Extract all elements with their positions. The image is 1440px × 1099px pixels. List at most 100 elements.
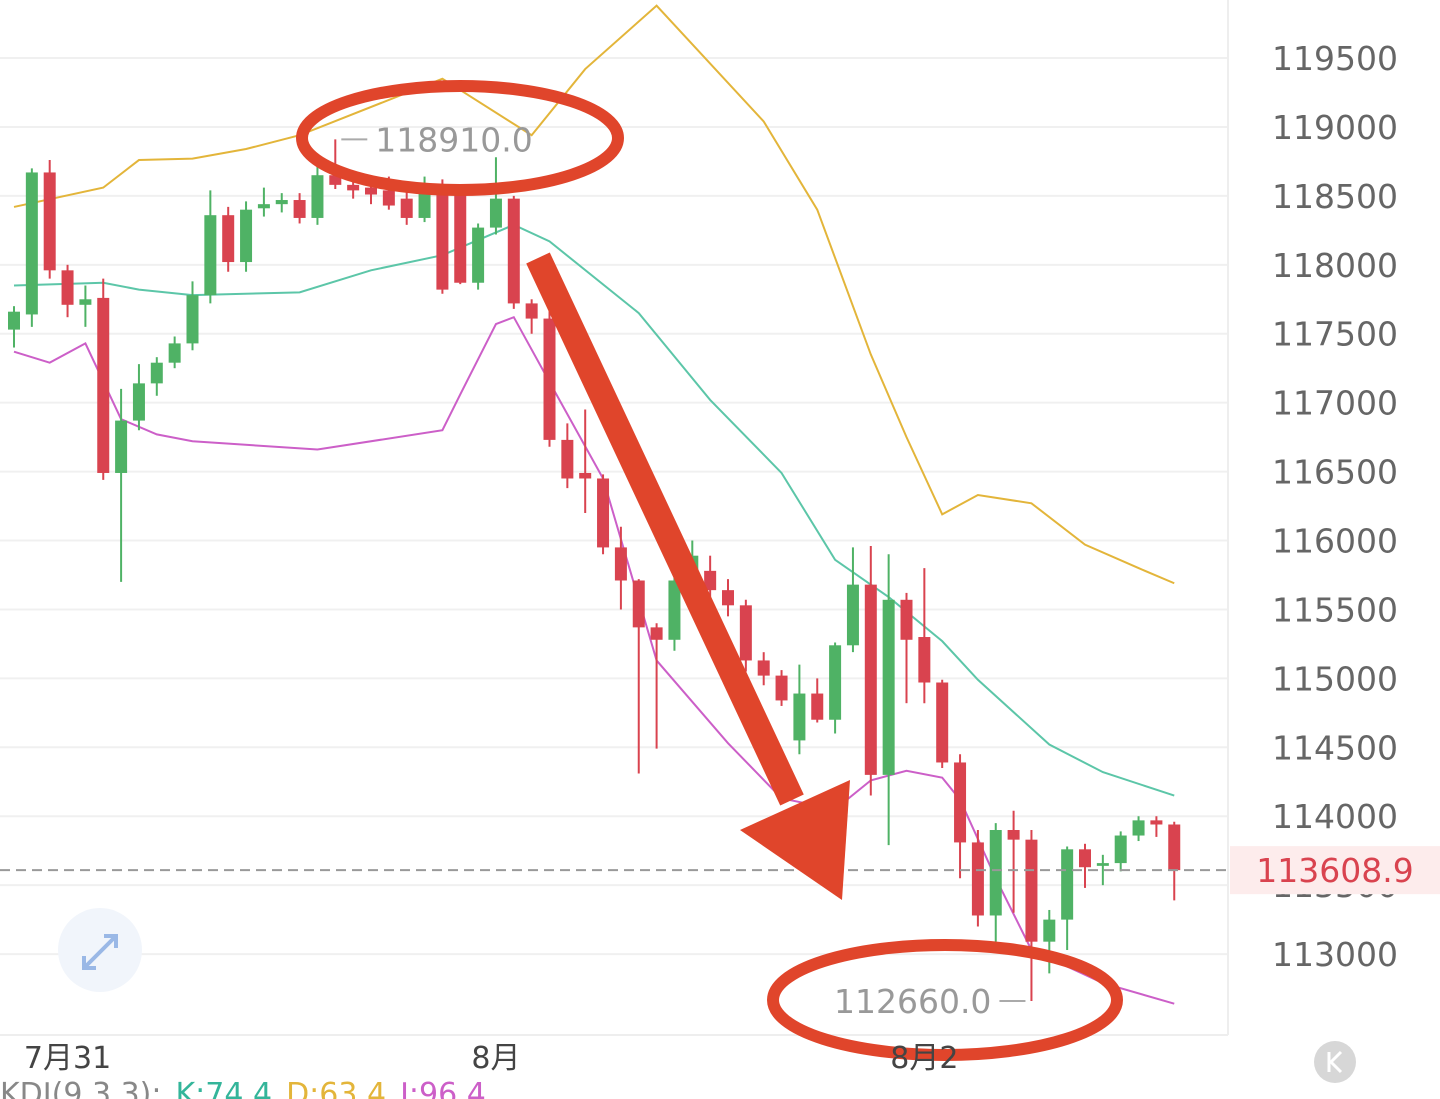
candle-body <box>97 297 110 473</box>
candle-body <box>507 198 520 304</box>
candle-body <box>561 439 574 479</box>
y-tick-label: 118500 <box>1272 177 1398 216</box>
indicator-value: K:74.4 <box>175 1077 272 1099</box>
candle-body <box>454 194 467 283</box>
expand-button[interactable] <box>58 908 142 992</box>
x-tick-label: 8月 <box>471 1041 520 1076</box>
y-tick-label: 115000 <box>1272 659 1398 698</box>
candle-body <box>329 175 342 185</box>
arrow-head <box>740 780 850 900</box>
y-tick-label: 117000 <box>1272 384 1398 423</box>
candle-body <box>900 599 913 640</box>
candle-body <box>1079 849 1091 868</box>
candle-body <box>365 187 377 195</box>
last-price-label: 113608.9 <box>1256 851 1413 890</box>
candle-body <box>43 172 56 271</box>
candle-body <box>436 190 449 290</box>
candle-body <box>632 580 645 628</box>
low-circle <box>767 939 1123 1061</box>
candle-body <box>704 570 717 591</box>
candle-body <box>115 420 128 473</box>
candle-body <box>971 842 984 916</box>
indicator-name: KDJ(9,3,3): <box>0 1077 161 1099</box>
kline-icon[interactable] <box>1327 1050 1343 1074</box>
kline-bg[interactable] <box>1314 1041 1356 1083</box>
candle-body <box>204 215 217 296</box>
last-price-box <box>1230 846 1440 895</box>
candle-body <box>597 478 610 548</box>
y-tick-label: 118000 <box>1272 246 1398 285</box>
candle-body <box>240 209 253 263</box>
candle-body <box>525 303 538 319</box>
candle-body <box>382 190 395 206</box>
candle-body <box>846 584 859 646</box>
candle-body <box>257 204 270 209</box>
candle-body <box>954 762 967 843</box>
y-tick-label: 114000 <box>1272 797 1398 836</box>
indicator-value: J:96.4 <box>398 1077 486 1099</box>
candle-body <box>275 200 288 205</box>
indicator-value: D:63.4 <box>286 1077 386 1099</box>
band-line <box>13 4 1175 585</box>
candle-body <box>614 547 627 581</box>
x-tick-label: 8月2 <box>890 1041 958 1076</box>
candle-body <box>311 175 324 218</box>
candle-body <box>722 590 734 606</box>
candle-body <box>1150 820 1163 825</box>
y-tick-label: 113000 <box>1272 935 1398 974</box>
candle-body <box>168 343 181 363</box>
grid <box>0 57 1228 956</box>
candle-body <box>1025 839 1038 942</box>
candle-body <box>472 227 485 283</box>
expand-icon[interactable] <box>82 934 118 970</box>
y-tick-label: 115500 <box>1272 590 1398 629</box>
candle-body <box>543 318 556 440</box>
candle-body <box>1168 824 1181 871</box>
indicator-text: KDJ(9,3,3): K:74.4 D:63.4 J:96.4 <box>0 1077 486 1099</box>
candle-body <box>775 675 788 701</box>
candle-body <box>61 270 74 305</box>
candle-body <box>400 198 413 218</box>
candle-body <box>579 472 592 479</box>
y-tick-label: 117500 <box>1272 315 1398 354</box>
high-circle <box>296 80 624 196</box>
candle-body <box>793 693 806 741</box>
y-tick-label: 119000 <box>1272 108 1398 147</box>
candle-body <box>186 295 199 344</box>
candle-body <box>1061 849 1074 920</box>
candle-body <box>8 311 20 330</box>
plot <box>0 4 1228 1005</box>
y-tick-label: 116500 <box>1272 453 1398 492</box>
labels: 1130001135001140001145001150001155001160… <box>0 39 1440 1099</box>
x-tick-label: 7月31 <box>24 1041 111 1076</box>
kline-button[interactable] <box>1314 1041 1356 1083</box>
candle-body <box>882 599 895 775</box>
y-tick-label: 119500 <box>1272 39 1398 78</box>
candle-body <box>347 184 360 191</box>
candle-body <box>650 627 663 640</box>
candle-body <box>1007 830 1020 840</box>
annotation-label: 118910.0 <box>375 120 532 159</box>
candle-body <box>811 693 824 720</box>
candle-body <box>864 584 877 775</box>
y-tick-label: 114500 <box>1272 728 1398 767</box>
candle-body <box>79 299 92 305</box>
y-tick-label: 116000 <box>1272 522 1398 561</box>
candle-body <box>132 383 145 421</box>
candle-body <box>1132 820 1145 836</box>
annotation-arrow <box>526 252 850 900</box>
candle-body <box>1096 863 1109 866</box>
candle-body <box>918 637 931 683</box>
annotation-label: 112660.0 <box>834 982 991 1021</box>
candle-body <box>829 645 842 720</box>
candle-body <box>668 580 681 640</box>
candle-body <box>989 830 1002 916</box>
candle-body <box>757 660 770 676</box>
candle-body <box>222 215 235 263</box>
candle-body <box>1043 919 1056 942</box>
candle-body <box>293 200 306 218</box>
candle-body <box>1114 835 1127 864</box>
arrow-shaft <box>526 252 804 806</box>
